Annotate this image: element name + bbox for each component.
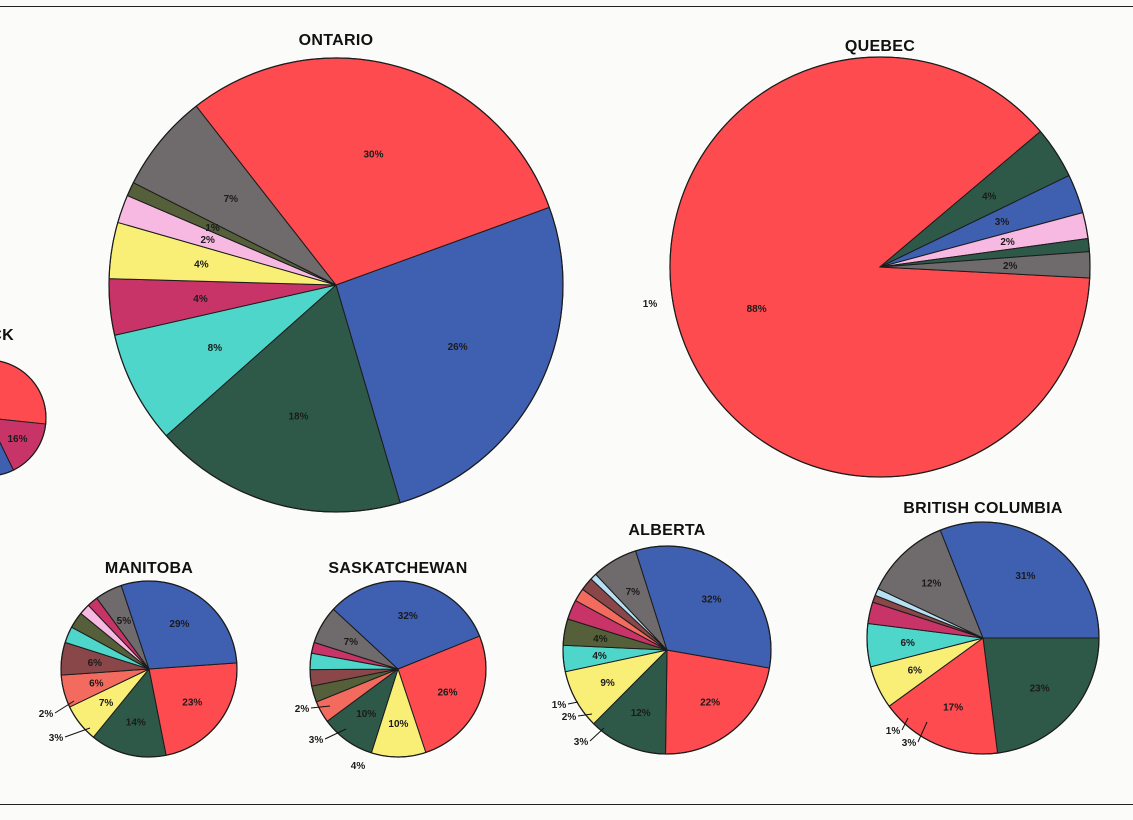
pie-leader-alberta-7	[577, 713, 593, 717]
pie-label-manitoba-7: 2%	[39, 709, 54, 720]
pie-label-new-brunswick-1: 16%	[7, 434, 27, 445]
pie-title-new-brunswick: …SWICK	[0, 327, 14, 344]
pie-outline-saskatchewan	[309, 580, 487, 758]
pie-label-saskatchewan-8: 7%	[344, 637, 359, 648]
pie-label-manitoba-0: 23%	[182, 698, 202, 709]
pie-label-saskatchewan-5: 3%	[309, 735, 324, 746]
pie-label-ontario-1: 18%	[288, 411, 308, 422]
pie-slice-new-brunswick-0	[0, 360, 47, 425]
pie-label-manitoba-3: 6%	[89, 678, 104, 689]
pie-label-ontario-3: 4%	[193, 294, 208, 305]
pie-leader-alberta-5	[589, 727, 605, 742]
pie-outline-alberta	[562, 545, 772, 755]
pie-saskatchewan: SASKATCHEWAN 26% 10% 10% 4% 3% 2% 7% 32%	[295, 560, 487, 772]
pie-label-manitoba-5: 3%	[49, 733, 64, 744]
pie-label-manitoba-4: 6%	[88, 658, 103, 669]
pie-label-ontario-5: 2%	[200, 235, 215, 246]
pie-label-alberta-8: 1%	[552, 700, 567, 711]
pie-title-alberta: ALBERTA	[628, 522, 705, 539]
pie-title-saskatchewan: SASKATCHEWAN	[328, 560, 467, 577]
pie-label-alberta-10: 32%	[701, 595, 721, 606]
pie-outline-ontario	[108, 57, 564, 513]
pie-label-british-columbia-0: 23%	[1030, 683, 1050, 694]
pie-label-british-columbia-8: 31%	[1015, 571, 1035, 582]
pie-label-alberta-7: 2%	[562, 712, 577, 723]
pie-label-ontario-7: 7%	[224, 194, 239, 205]
pie-label-alberta-5: 3%	[574, 737, 589, 748]
pie-label-quebec-4: 1%	[643, 299, 658, 310]
pie-label-british-columbia-4: 3%	[902, 738, 917, 749]
pie-leader-alberta-8	[567, 701, 579, 705]
pie-title-quebec: QUEBEC	[845, 38, 915, 55]
pie-label-saskatchewan-1: 10%	[388, 719, 408, 730]
pie-label-manitoba-9: 5%	[117, 616, 132, 627]
pie-label-saskatchewan-3: 4%	[351, 761, 366, 772]
pie-label-ontario-2: 8%	[208, 343, 223, 354]
top-rule	[0, 6, 1133, 7]
pie-label-saskatchewan-9: 32%	[398, 611, 418, 622]
pie-slice-british-columbia-0	[982, 637, 1100, 754]
pie-leader-british-columbia-6	[901, 717, 909, 731]
pie-label-alberta-0: 22%	[700, 698, 720, 709]
pie-ontario: ONTARIO 26% 18% 8% 4% 4% 2%1% 7% 30%	[108, 32, 564, 513]
pie-slice-new-brunswick-2	[0, 441, 15, 476]
pie-leader-saskatchewan-5	[324, 728, 347, 740]
pie-new-brunswick: …SWICK 16%	[0, 327, 47, 476]
pie-label-alberta-4: 4%	[593, 634, 608, 645]
pie-title-manitoba: MANITOBA	[105, 560, 193, 577]
pie-outline-manitoba	[60, 580, 238, 758]
pie-label-quebec-2: 3%	[995, 217, 1010, 228]
pie-outline-new-brunswick	[0, 360, 47, 476]
pie-label-british-columbia-6: 1%	[886, 726, 901, 737]
pie-outline-british-columbia	[866, 521, 1100, 755]
pie-label-saskatchewan-2: 10%	[356, 709, 376, 720]
pie-label-ontario-0: 26%	[448, 342, 468, 353]
pie-label-british-columbia-3: 6%	[900, 638, 915, 649]
pie-label-alberta-9: 7%	[626, 587, 641, 598]
pie-title-ontario: ONTARIO	[299, 32, 374, 49]
pie-label-manitoba-1: 14%	[126, 717, 146, 728]
pie-label-manitoba-10: 29%	[169, 619, 189, 630]
pie-label-alberta-3: 4%	[592, 651, 607, 662]
pie-label-quebec-5: 2%	[1003, 261, 1018, 272]
pie-label-quebec-1: 4%	[982, 192, 997, 203]
pie-label-ontario-6: 1%	[205, 223, 220, 234]
pie-quebec: QUEBEC 88% 4% 3% 2% 1% 2%	[643, 38, 1091, 478]
pie-leader-british-columbia-4	[917, 721, 928, 743]
pie-british-columbia: BRITISH COLUMBIA 23% 17% 6% 6% 3%1% 12% 31%	[866, 500, 1100, 755]
pie-label-british-columbia-1: 17%	[943, 703, 963, 714]
pie-label-manitoba-2: 7%	[99, 698, 114, 709]
pie-alberta: ALBERTA 22% 12% 9% 4% 4% 3% 2%1% 7% 32%	[552, 522, 772, 755]
pie-leader-manitoba-5	[64, 727, 91, 738]
pie-leader-manitoba-7	[54, 700, 75, 714]
bottom-rule	[0, 804, 1133, 805]
pie-label-alberta-2: 9%	[600, 678, 615, 689]
pie-outline-quebec	[669, 56, 1091, 478]
pie-label-ontario-8: 30%	[363, 150, 383, 161]
pie-label-british-columbia-7: 12%	[921, 579, 941, 590]
pie-label-saskatchewan-0: 26%	[437, 687, 457, 698]
pie-manitoba: MANITOBA 23% 14% 7% 6% 6% 3% 2% 5% 29%	[39, 560, 238, 758]
pie-label-british-columbia-2: 6%	[908, 666, 923, 677]
pie-label-quebec-0: 88%	[747, 304, 767, 315]
pie-label-saskatchewan-7: 2%	[295, 704, 310, 715]
pie-label-quebec-3: 2%	[1000, 237, 1015, 248]
pie-label-alberta-1: 12%	[631, 708, 651, 719]
pie-leader-saskatchewan-7	[310, 705, 331, 709]
pie-label-ontario-4: 4%	[194, 260, 209, 271]
pie-title-british-columbia: BRITISH COLUMBIA	[903, 500, 1063, 517]
